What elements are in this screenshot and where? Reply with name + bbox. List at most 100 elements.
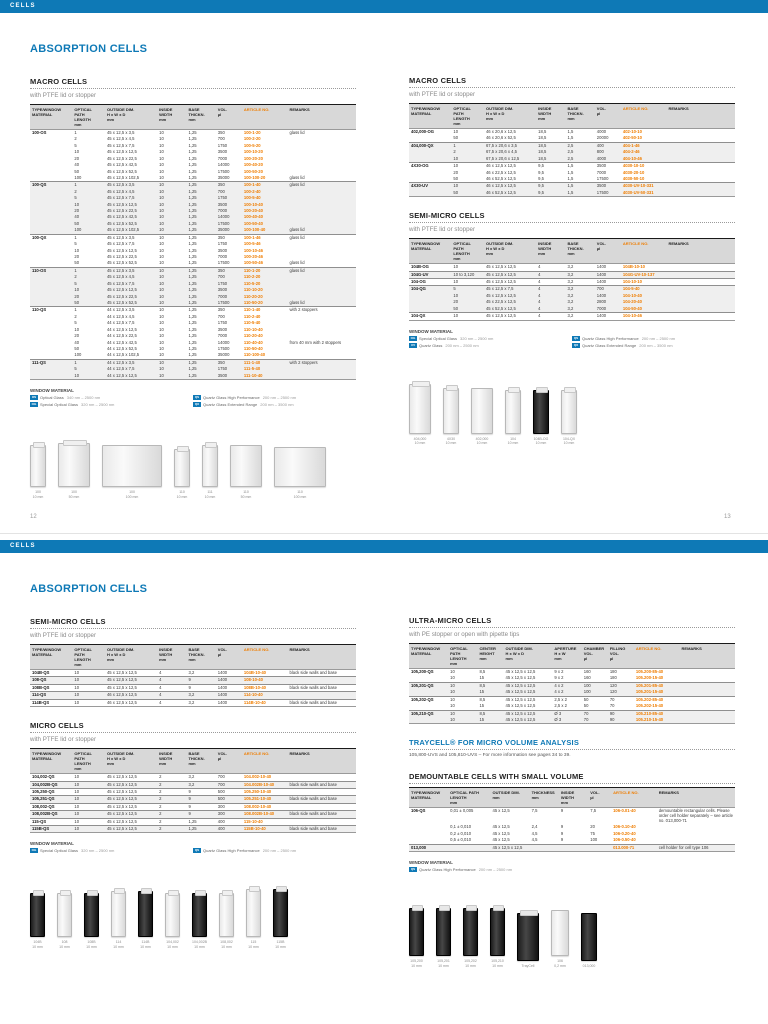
column-header: OPTICAL PATH LENGTH mm xyxy=(448,787,491,809)
table-cell: 67,5 x 20,6 x 12,5 xyxy=(483,155,537,163)
cuvette-image xyxy=(533,386,549,434)
table-cell: 110-10-40 xyxy=(243,326,263,332)
table-cell xyxy=(666,285,735,293)
table-cell: 10 xyxy=(453,264,459,270)
table-cell: 10 xyxy=(72,825,105,833)
product-photo-caption: 404,000 10 mm xyxy=(413,436,427,446)
table-cell: 3,2 xyxy=(565,312,595,321)
cuvette-lid xyxy=(221,890,234,897)
column-header: ARTICLE NO. xyxy=(241,748,288,775)
table-row: 50 45 x 12,5 x 52,5 10 1,25 17500 100-50-46 gl… xyxy=(30,260,356,267)
table-row: 100-QS 1 45 x 12,5 x 3,5 10 1,25 350 100-1-40 g… xyxy=(30,181,356,189)
product-photo-caption: 100 50 mm xyxy=(68,490,80,499)
table-row: 20 46 x 22,5 x 12,5 9,5 1,5 7000 4030-20-10 xyxy=(409,170,735,176)
column-header: OUTSIDE DIM. H x W x D mm xyxy=(104,748,158,775)
table-cell: 1,25 xyxy=(186,220,216,228)
table-cell: 45 x 12,5 xyxy=(492,808,510,814)
table-cell: 1,25 xyxy=(186,372,216,380)
table-cell: 10 xyxy=(159,339,164,345)
table-cell: 100-20-20 xyxy=(243,155,263,161)
table-cell: 17500 xyxy=(215,299,242,307)
table-cell xyxy=(409,135,451,142)
table-cell xyxy=(558,843,589,852)
section-subtitle: with PTFE lid or stopper xyxy=(409,91,476,98)
cuvette-lid xyxy=(438,905,451,912)
window-material-legend: OG Special Optical Glass 320 nm – 2500 nm Q… xyxy=(30,848,356,855)
table-cell: 20 xyxy=(74,254,80,260)
table-cell: 46 x 20,6 x 52,5 xyxy=(485,135,516,141)
table-cell: black side walls and base xyxy=(287,810,356,819)
table-cell: 105,200-QS xyxy=(411,669,434,674)
column-header: OUTSIDE DIM. H x W x D mm xyxy=(503,643,553,669)
table-cell: 104-5-40 xyxy=(620,285,667,293)
table-cell: 45 x 12,5 x 4,5 xyxy=(104,188,158,196)
table-cell xyxy=(287,214,356,221)
table-cell: 3,2 xyxy=(565,270,595,279)
table-cell: 10 xyxy=(159,333,164,339)
wavelength-range: 200 nm – 3500 nm xyxy=(639,342,673,348)
table-cell: 1,25 xyxy=(188,320,197,326)
table-cell: 106-0.01-40 xyxy=(613,808,636,814)
column-header: ARTICLE NO. xyxy=(620,103,667,129)
table-cell: 115-10-40 xyxy=(241,817,288,826)
table-cell: 70 xyxy=(609,703,615,709)
table-cell: 45 x 12,5 x 12,5 xyxy=(483,292,537,300)
product-photo-caption: 013,000 xyxy=(582,963,596,968)
cuvette-image xyxy=(246,886,261,938)
table-cell: 10 xyxy=(448,709,478,717)
table-cell xyxy=(666,270,735,279)
table-cell: 100-10-40 xyxy=(241,201,288,209)
table-cell: 2,5 xyxy=(565,149,595,156)
table-cell: 44 x 12,5 x 7,5 xyxy=(106,320,135,326)
table-cell xyxy=(666,155,735,163)
table-cell: 4X30-OG xyxy=(409,162,452,170)
legend-title: WINDOW MATERIAL xyxy=(30,388,74,394)
product-photo-caption: 111 10 mm xyxy=(204,490,216,499)
table-cell: 45 x 12,5 x 4,5 xyxy=(104,274,158,281)
table-row: 105,250-QS 10 45 x 12,5 x 12,5 2 9 500 105.250… xyxy=(30,787,356,796)
table-cell: 7000 xyxy=(594,305,621,313)
table-cell: 500 xyxy=(215,787,242,796)
table-cell: 2 xyxy=(157,787,187,796)
table-cell xyxy=(666,176,735,183)
table-cell: 105,201-QS xyxy=(409,681,449,690)
table-row: 111-QS 1 44 x 12,5 x 3,5 10 1,25 350 111-1-40 w… xyxy=(30,358,356,367)
table-cell: 100-20-40 xyxy=(241,208,288,215)
table-cell: 1750 xyxy=(217,241,228,247)
table-row: 10 15 45 x 12,5 x 12,5 4 x 2 100 120 105.201-1… xyxy=(409,689,735,697)
section-traycell: TRAYCELL® FOR MICRO VOLUME ANALYSIS 105,… xyxy=(409,738,735,758)
table-cell: 9 xyxy=(186,787,216,796)
table-cell: black side walls and base xyxy=(287,683,356,692)
table-cell: 100-100-40 xyxy=(241,227,288,235)
table-cell xyxy=(666,149,735,156)
table-cell: 100-5-20 xyxy=(243,142,261,148)
table-cell: 50 xyxy=(453,175,459,181)
material-name: Quartz Glass Extended Range xyxy=(582,342,637,348)
table-row: 5 45 x 12,5 x 7,5 10 1,25 1750 100-5-20 xyxy=(30,143,356,149)
legend-item: QX Quartz Glass Extended Range 200 nm – 35… xyxy=(572,342,735,348)
table-cell: glass lid xyxy=(287,181,356,189)
product-photos: 104B 10 mm 108 10 mm 108B 10 mm 114 10 mm 11… xyxy=(30,886,356,949)
table-cell: 1 xyxy=(72,358,105,367)
table-row: 20 45 x 12,5 x 22,5 10 1,25 7000 100-20-40 xyxy=(30,208,356,215)
wavelength-range: 320 nm – 2500 nm xyxy=(81,848,115,854)
table-cell: 50 xyxy=(451,189,484,197)
product-photo: 108,002 10 mm xyxy=(219,890,234,949)
table-cell: 1,25 xyxy=(188,142,197,148)
table-cell: 17500 xyxy=(217,260,230,266)
column-header: TYPE/WINDOW MATERIAL xyxy=(409,787,449,809)
table-cell: 70 xyxy=(607,695,634,704)
table-cell: 1,25 xyxy=(186,280,216,288)
table-cell: 3500 xyxy=(215,372,242,380)
table-cell: 7,5 xyxy=(531,808,538,814)
table-cell: 44 x 12,5 x 7,5 xyxy=(104,366,158,373)
material-code-badge: QX xyxy=(193,402,201,408)
table-cell: 1400 xyxy=(594,270,621,279)
table-cell: 110-1-40 xyxy=(241,306,288,314)
table-row: 50 46 x 52,5 x 12,5 9,5 1,5 17500 4030-UV-50-… xyxy=(409,189,735,197)
material-name: Quartz Glass High Performance xyxy=(419,867,476,873)
cuvette-image xyxy=(30,442,46,488)
table-cell: 10 xyxy=(157,195,187,202)
cuvette-image xyxy=(84,890,99,938)
